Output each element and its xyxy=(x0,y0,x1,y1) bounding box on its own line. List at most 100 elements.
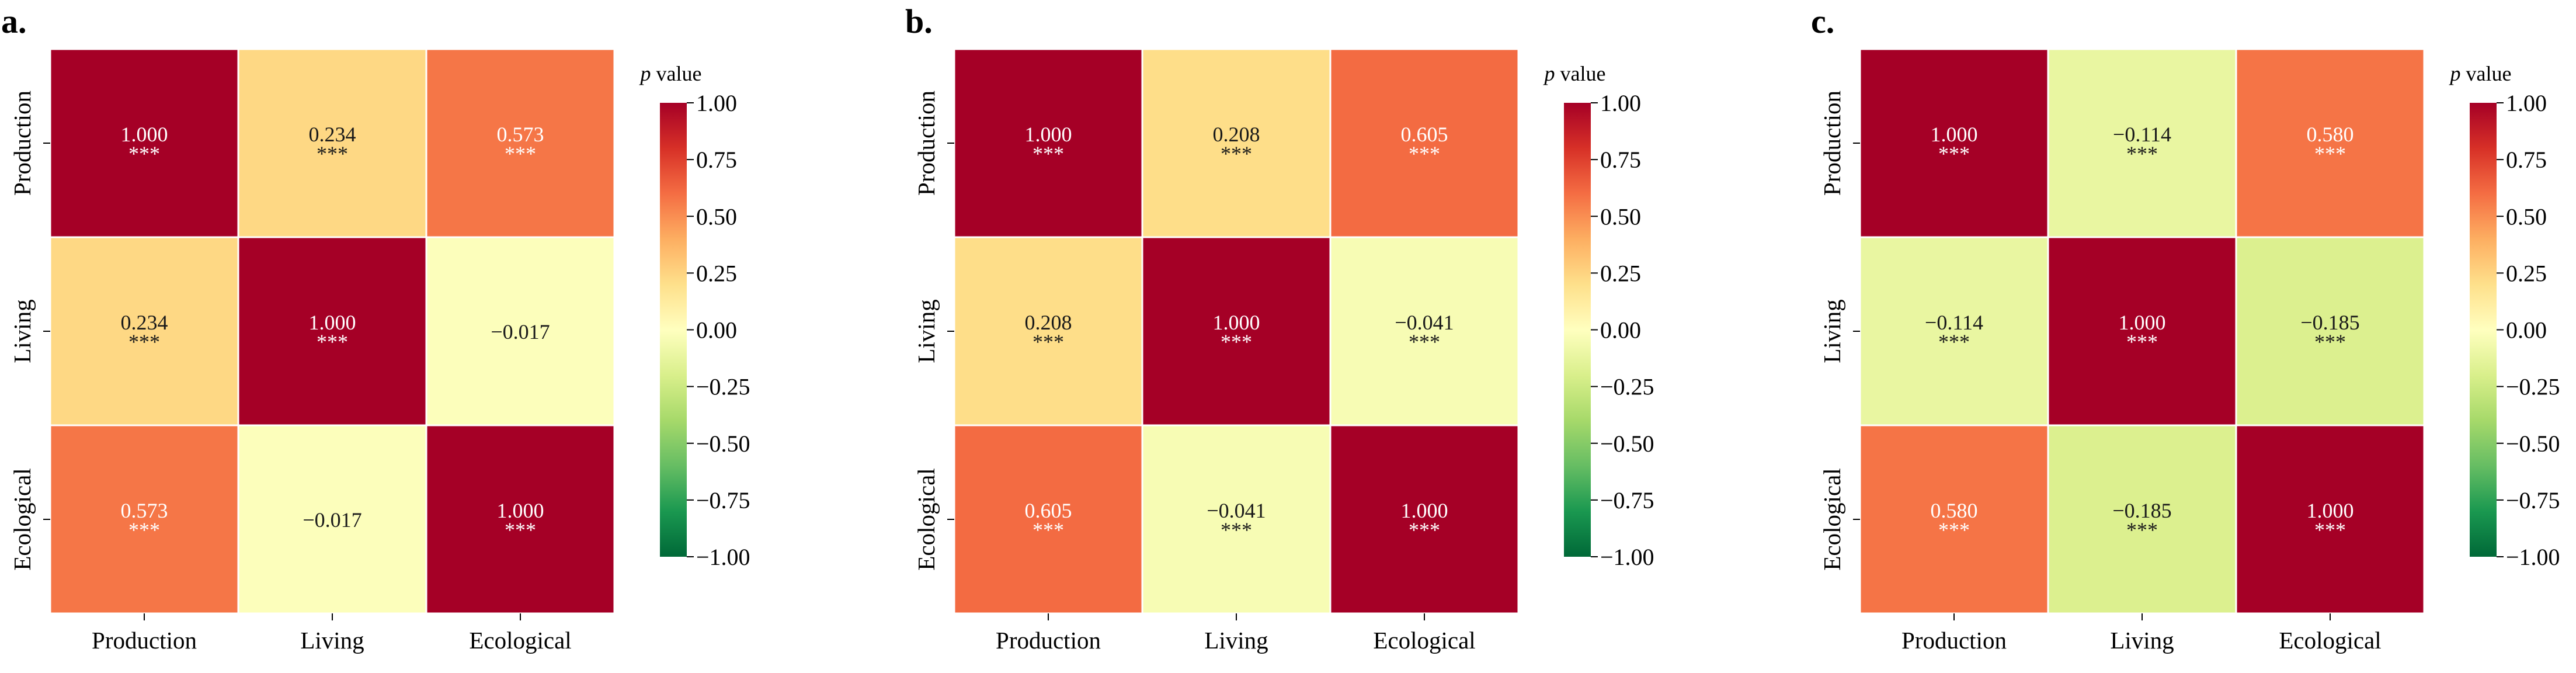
colorbar-tick-label: −0.75 xyxy=(2506,487,2560,514)
colorbar-tick-label: −0.50 xyxy=(1600,431,1654,457)
colorbar-tick-label: −1.00 xyxy=(2506,544,2560,570)
heatmap-cell xyxy=(1141,236,1332,426)
y-tick-label: Production xyxy=(1819,91,1845,196)
x-tick-label: Living xyxy=(2110,627,2174,654)
cell-significance-label: *** xyxy=(1033,330,1064,353)
cell-value-label: 1.000 xyxy=(1931,123,1978,146)
cell-significance-label: *** xyxy=(1938,330,1970,353)
cell-value-label: −0.017 xyxy=(491,320,550,344)
cell-significance-label: *** xyxy=(128,330,160,353)
heatmap-cell xyxy=(425,48,616,238)
cell-significance-label: *** xyxy=(1409,330,1440,353)
heatmap-cell xyxy=(49,48,239,238)
panel-label: b. xyxy=(905,2,933,40)
colorbar xyxy=(1564,103,1591,557)
colorbar-tick-label: 0.00 xyxy=(1600,317,1641,344)
cell-significance-label: *** xyxy=(317,330,348,353)
heatmap-cell xyxy=(425,424,616,615)
colorbar-tick-label: 0.25 xyxy=(1600,260,1641,286)
cell-value-label: 0.605 xyxy=(1025,499,1072,522)
y-tick-label: Living xyxy=(1819,299,1845,363)
cell-value-label: 1.000 xyxy=(1025,123,1072,146)
colorbar-tick-label: −0.25 xyxy=(1600,374,1654,400)
heatmap-cell xyxy=(1141,424,1332,615)
heatmap-cell xyxy=(237,48,427,238)
cell-significance-label: *** xyxy=(505,518,536,542)
cell-value-label: −0.185 xyxy=(2112,499,2171,522)
cell-significance-label: *** xyxy=(128,142,160,165)
cell-value-label: 0.605 xyxy=(1401,123,1448,146)
colorbar-tick-label: 1.00 xyxy=(1600,90,1641,116)
heatmap-cell xyxy=(237,236,427,426)
colorbar-tick-label: −0.50 xyxy=(2506,431,2560,457)
heatmap-cell xyxy=(2047,236,2237,426)
cell-significance-label: *** xyxy=(1409,518,1440,542)
heatmap-cell xyxy=(2235,236,2425,426)
y-tick-label: Ecological xyxy=(913,468,940,570)
cell-value-label: 0.580 xyxy=(2307,123,2354,146)
y-tick-label: Living xyxy=(9,299,36,363)
colorbar-tick-label: 0.50 xyxy=(1600,203,1641,230)
colorbar-tick-label: −0.50 xyxy=(696,431,750,457)
x-tick-label: Production xyxy=(996,627,1101,654)
cell-significance-label: *** xyxy=(1221,518,1252,542)
cell-value-label: 0.234 xyxy=(309,123,356,146)
colorbar-tick-label: −0.75 xyxy=(1600,487,1654,514)
colorbar-tick-label: −0.75 xyxy=(696,487,750,514)
cell-value-label: −0.041 xyxy=(1395,311,1454,334)
colorbar-tick-label: 0.75 xyxy=(1600,147,1641,173)
heatmap-cell xyxy=(1329,236,1520,426)
x-tick-label: Production xyxy=(92,627,197,654)
heatmap-cell xyxy=(2235,48,2425,238)
heatmap-cell xyxy=(237,424,427,615)
cell-significance-label: *** xyxy=(1033,142,1064,165)
heatmap-cell xyxy=(2047,424,2237,615)
x-tick-label: Living xyxy=(1204,627,1268,654)
cell-value-label: 0.580 xyxy=(1931,499,1978,522)
cell-value-label: 0.208 xyxy=(1025,311,1072,334)
cell-significance-label: *** xyxy=(2314,142,2346,165)
colorbar-tick-label: 0.75 xyxy=(2506,147,2547,173)
cell-value-label: −0.185 xyxy=(2300,311,2359,334)
colorbar-tick-label: −1.00 xyxy=(696,544,750,570)
cell-significance-label: *** xyxy=(2126,142,2158,165)
panel-label: a. xyxy=(1,2,27,40)
colorbar-title: p value xyxy=(2449,62,2512,85)
y-tick-label: Production xyxy=(913,91,940,196)
colorbar-tick-label: 0.00 xyxy=(2506,317,2547,344)
cell-value-label: 0.573 xyxy=(497,123,544,146)
heatmap-cell xyxy=(2047,48,2237,238)
colorbar-tick-label: 0.75 xyxy=(696,147,737,173)
panel-a: a.1.000***0.234***0.573***0.234***1.000*… xyxy=(1,2,750,654)
cell-value-label: 1.000 xyxy=(121,123,168,146)
colorbar xyxy=(660,103,687,557)
cell-value-label: 0.208 xyxy=(1213,123,1260,146)
cell-significance-label: *** xyxy=(1033,518,1064,542)
cell-value-label: −0.114 xyxy=(2113,123,2171,146)
colorbar-tick-label: 0.50 xyxy=(696,203,737,230)
colorbar-tick-label: 0.25 xyxy=(2506,260,2547,286)
cell-significance-label: *** xyxy=(505,142,536,165)
colorbar-title: p value xyxy=(639,62,702,85)
cell-value-label: −0.114 xyxy=(1925,311,1983,334)
colorbar-tick-label: −0.25 xyxy=(696,374,750,400)
cell-significance-label: *** xyxy=(2314,330,2346,353)
heatmap-cell xyxy=(953,48,1143,238)
heatmap-cell xyxy=(2235,424,2425,615)
colorbar-tick-label: 0.00 xyxy=(696,317,737,344)
cell-value-label: 1.000 xyxy=(2307,499,2354,522)
heatmap-cell xyxy=(425,236,616,426)
y-tick-label: Ecological xyxy=(1819,468,1845,570)
cell-significance-label: *** xyxy=(2126,330,2158,353)
x-tick-label: Ecological xyxy=(1373,627,1475,654)
cell-value-label: −0.041 xyxy=(1207,499,1266,522)
heatmap-cell xyxy=(49,424,239,615)
cell-significance-label: *** xyxy=(2126,518,2158,542)
panel-b: b.1.000***0.208***0.605***0.208***1.000*… xyxy=(905,2,1654,654)
cell-significance-label: *** xyxy=(1221,330,1252,353)
colorbar-tick-label: 1.00 xyxy=(2506,90,2547,116)
heatmap-cell xyxy=(1141,48,1332,238)
panel-c: c.1.000***−0.114***0.580***−0.114***1.00… xyxy=(1811,2,2560,654)
x-tick-label: Production xyxy=(1901,627,2007,654)
